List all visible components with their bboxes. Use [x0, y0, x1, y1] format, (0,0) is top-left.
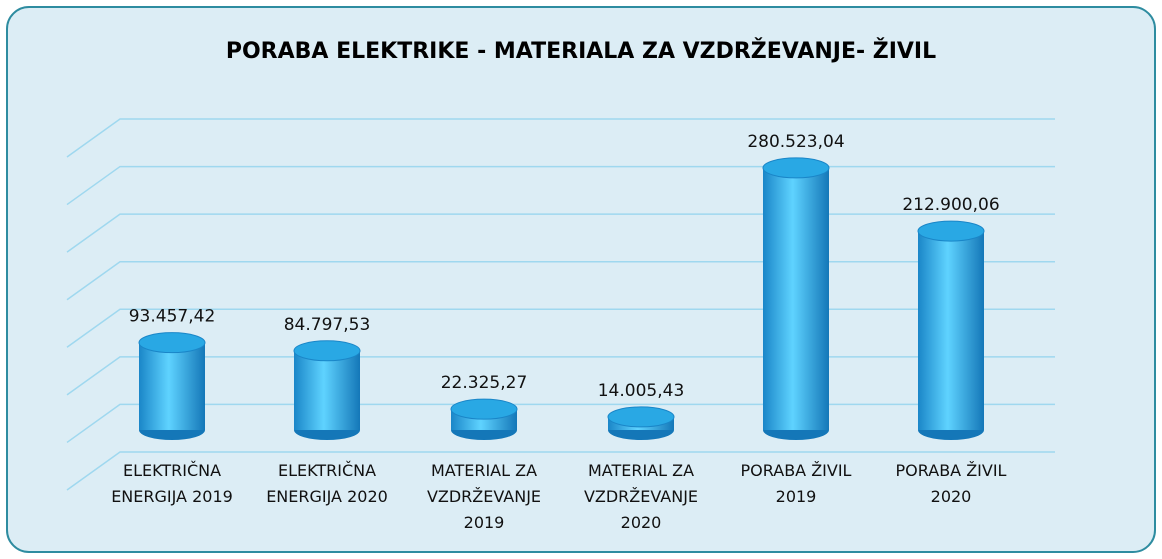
cylinder-body — [139, 342, 205, 430]
x-tick-label: PORABA ŽIVIL 2020 — [895, 461, 1007, 506]
data-label: 280.523,04 — [747, 132, 844, 152]
chart-title: PORABA ELEKTRIKE - MATERIALA ZA VZDRŽEVA… — [226, 38, 936, 64]
grid-line — [66, 165, 1055, 206]
x-tick-label: MATERIAL ZA VZDRŽEVANJE 2019 — [426, 461, 542, 532]
cylinder — [138, 332, 206, 440]
data-label: 22.325,27 — [441, 373, 528, 393]
grid-line — [66, 356, 1055, 396]
grid-line — [66, 308, 1055, 348]
grid-line — [66, 213, 1055, 253]
cylinder — [607, 406, 675, 440]
cylinder — [762, 157, 830, 440]
cylinder-top — [917, 220, 985, 242]
grid-line — [66, 260, 1055, 301]
x-tick-label: ELEKTRIČNA ENERGIJA 2019 — [111, 461, 233, 506]
cylinder — [293, 340, 361, 440]
x-tick-label: PORABA ŽIVIL 2019 — [740, 461, 852, 506]
x-tick-label: ELEKTRIČNA ENERGIJA 2020 — [266, 461, 388, 506]
data-label: 14.005,43 — [598, 381, 685, 401]
grid-line — [66, 451, 1055, 491]
grid-line — [66, 118, 1055, 158]
cylinder-body — [918, 231, 984, 430]
cylinder-top — [607, 406, 675, 428]
grid-line — [66, 403, 1055, 444]
cylinder — [450, 398, 518, 440]
cylinder-top — [293, 340, 361, 362]
data-label: 212.900,06 — [902, 195, 999, 215]
cylinder — [917, 220, 985, 440]
cylinder-top — [762, 157, 830, 179]
data-label: 84.797,53 — [284, 315, 371, 335]
data-label: 93.457,42 — [129, 307, 216, 327]
x-tick-label: MATERIAL ZA VZDRŽEVANJE 2020 — [583, 461, 699, 532]
cylinder-body — [763, 167, 829, 431]
cylinder-body — [294, 350, 360, 430]
cylinder-top — [138, 332, 206, 354]
cylinder-top — [450, 398, 518, 420]
